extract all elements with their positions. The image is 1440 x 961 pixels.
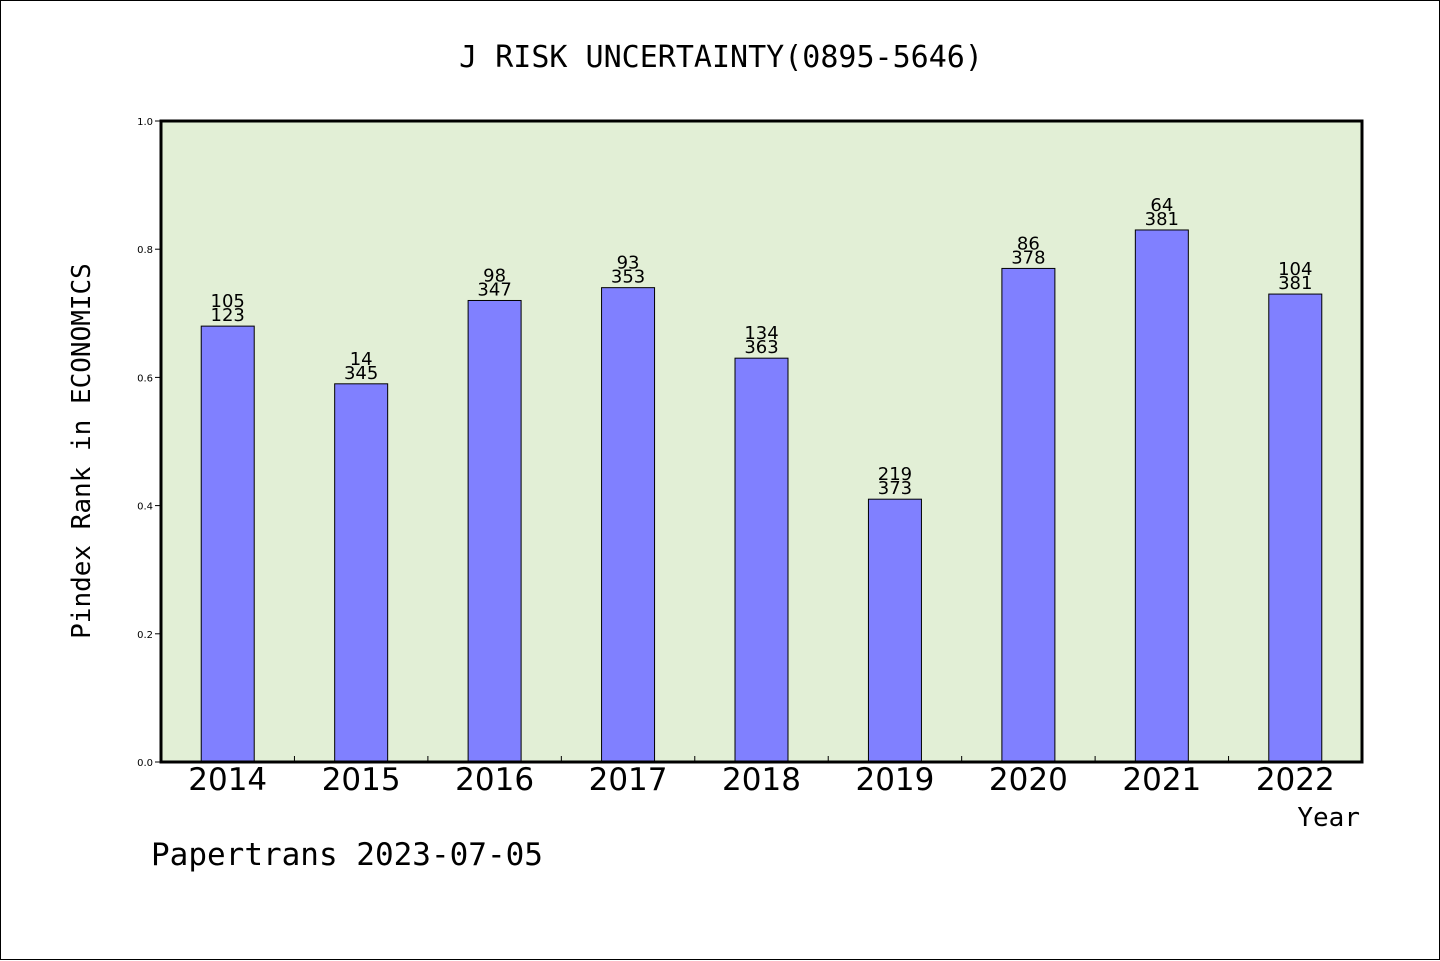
x-tick-label: 2015 xyxy=(322,762,401,798)
bar-rank-label: 14 xyxy=(350,349,373,370)
bar-2015 xyxy=(334,383,389,763)
bar-total-label: 381 xyxy=(1278,273,1312,294)
y-tick-label: 0.4 xyxy=(137,502,153,513)
x-tick-label: 2020 xyxy=(989,762,1068,798)
bar-total-label: 345 xyxy=(344,363,378,384)
x-tick-label: 2022 xyxy=(1256,762,1335,798)
x-tick-label: 2014 xyxy=(188,762,267,798)
bar-2022 xyxy=(1268,293,1323,763)
bar-total-label: 378 xyxy=(1011,247,1045,268)
y-axis: 0.0 0.2 0.4 0.6 0.8 1.0 xyxy=(137,117,161,769)
x-tick-label: 2021 xyxy=(1122,762,1201,798)
y-tick-label: 0.2 xyxy=(137,630,153,641)
bar-2017 xyxy=(601,287,656,763)
bar-2016 xyxy=(467,299,522,763)
bar-total-label: 123 xyxy=(211,305,245,326)
chart-title: J RISK UNCERTAINTY(0895-5646) xyxy=(459,40,983,75)
y-axis-label: Pindex Rank in ECONOMICS xyxy=(67,263,97,639)
bar-2018 xyxy=(734,357,789,763)
bar-2020 xyxy=(1001,267,1056,763)
bar-rank-label: 64 xyxy=(1150,195,1173,216)
bar-rank-label: 105 xyxy=(211,291,245,312)
x-tick-label: 2017 xyxy=(589,762,668,798)
bar-2019 xyxy=(867,498,922,763)
x-tick-label: 2018 xyxy=(722,762,801,798)
x-tick-label: 2016 xyxy=(455,762,534,798)
bar-2014 xyxy=(200,325,255,763)
y-tick-label: 0.0 xyxy=(137,758,153,769)
bar-rank-label: 219 xyxy=(878,464,912,485)
footer-credit: Papertrans 2023-07-05 xyxy=(151,837,543,873)
bar-rank-label: 98 xyxy=(483,265,506,286)
bar-rank-label: 86 xyxy=(1017,233,1040,254)
y-tick-label: 0.8 xyxy=(137,245,153,256)
bar-rank-label: 104 xyxy=(1278,259,1312,280)
bar-rank-label: 93 xyxy=(617,253,640,274)
y-tick-label: 1.0 xyxy=(137,117,153,128)
bar-2021 xyxy=(1134,229,1189,763)
x-tick-label: 2019 xyxy=(855,762,934,798)
bars-layer xyxy=(200,229,1323,763)
plot-border xyxy=(159,119,1364,764)
y-tick-label: 0.6 xyxy=(137,373,153,384)
bar-total-label: 353 xyxy=(611,267,645,288)
bar-rank-label: 134 xyxy=(744,323,778,344)
bar-total-label: 373 xyxy=(878,478,912,499)
x-axis-label: Year xyxy=(1297,803,1360,833)
bar-total-label: 347 xyxy=(477,279,511,300)
x-axis: 2014 2015 2016 2017 2018 2019 2020 2021 2022 xyxy=(188,756,1335,798)
bar-total-label: 381 xyxy=(1145,209,1179,230)
bar-total-label: 363 xyxy=(744,337,778,358)
